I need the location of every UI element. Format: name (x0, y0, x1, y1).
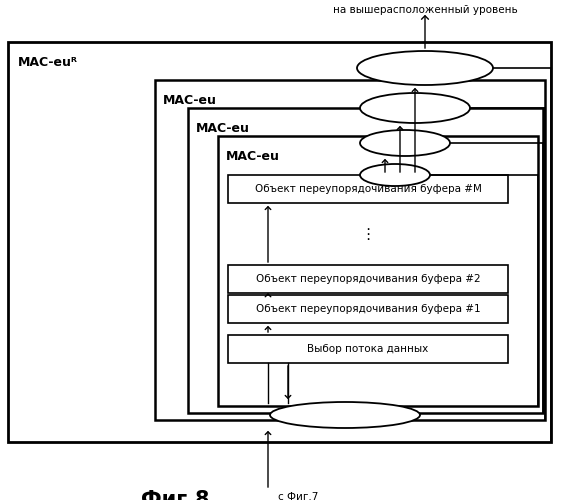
Ellipse shape (357, 51, 493, 85)
Bar (228, 335, 508, 363)
Bar (228, 265, 508, 293)
Bar (218, 136, 538, 406)
Text: MAC-eu: MAC-eu (196, 122, 250, 135)
Text: Выбор потока данных: Выбор потока данных (307, 344, 429, 354)
Text: Объект переупорядочивания буфера #2: Объект переупорядочивания буфера #2 (256, 274, 480, 284)
Text: на вышерасположенный уровень: на вышерасположенный уровень (333, 5, 517, 15)
Bar (155, 80, 545, 420)
Text: Объект переупорядочивания буфера #M: Объект переупорядочивания буфера #M (255, 184, 481, 194)
Text: Фиг.8: Фиг.8 (141, 490, 209, 500)
Text: MAC-euᴿ: MAC-euᴿ (18, 56, 78, 69)
Text: MAC-eu: MAC-eu (163, 94, 217, 107)
Text: ⋮: ⋮ (360, 226, 376, 242)
Bar (228, 295, 508, 323)
Ellipse shape (270, 402, 420, 428)
Ellipse shape (360, 130, 450, 156)
Text: с Фиг.7: с Фиг.7 (278, 492, 318, 500)
Ellipse shape (360, 93, 470, 123)
Bar (188, 108, 543, 413)
Ellipse shape (360, 164, 430, 186)
Bar (8, 42, 551, 442)
Text: MAC-eu: MAC-eu (226, 150, 280, 163)
Bar (228, 175, 508, 203)
Text: Объект переупорядочивания буфера #1: Объект переупорядочивания буфера #1 (256, 304, 480, 314)
